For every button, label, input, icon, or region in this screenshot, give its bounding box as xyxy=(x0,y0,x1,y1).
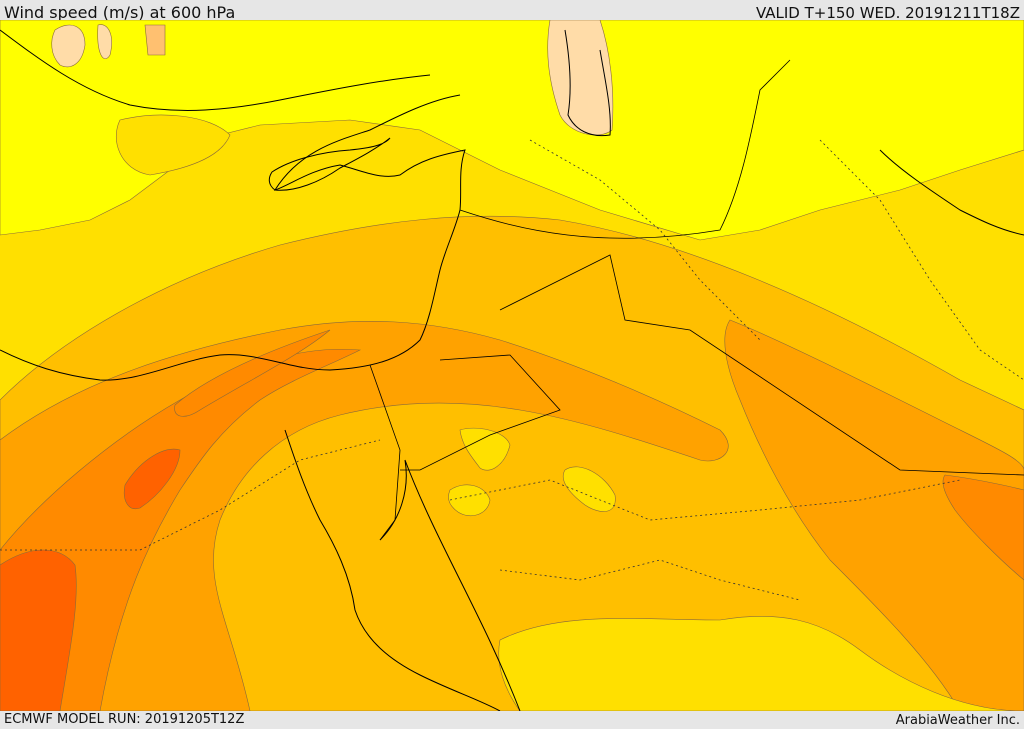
red-sea-east-coast xyxy=(379,459,521,711)
strongest-wind-core xyxy=(0,549,77,711)
caspian-outline xyxy=(564,29,611,137)
footer-bar: ECMWF MODEL RUN: 20191205T12Z ArabiaWeat… xyxy=(0,711,1024,729)
map-title: Wind speed (m/s) at 600 hPa xyxy=(4,3,236,22)
calm-patch-west xyxy=(51,24,86,68)
light-wind-region-north xyxy=(0,20,1024,241)
valid-time: VALID T+150 WED. 20191211T18Z xyxy=(755,4,1020,22)
strongest-wind-core-3 xyxy=(174,329,331,417)
wind-speed-map xyxy=(0,20,1024,711)
dotted-border-2 xyxy=(529,139,761,341)
country-border-1 xyxy=(459,59,791,239)
mediterranean-coastline xyxy=(0,94,466,381)
dotted-border-5 xyxy=(819,139,1024,381)
country-border-3 xyxy=(400,354,561,471)
red-sea-coastline xyxy=(284,429,501,711)
country-border-2 xyxy=(499,254,1024,476)
persian-gulf-coast xyxy=(879,149,1024,236)
strong-wind-band-east xyxy=(724,319,1024,711)
strongest-wind-core-2 xyxy=(123,448,181,510)
credit-label: ArabiaWeather Inc. xyxy=(895,713,1020,728)
light-wind-island-2 xyxy=(448,484,491,516)
light-wind-island-3 xyxy=(459,427,511,471)
model-run: ECMWF MODEL RUN: 20191205T12Z xyxy=(4,712,245,727)
country-border-4 xyxy=(369,364,401,541)
calm-patch-tiny xyxy=(97,24,112,60)
black-sea-coast xyxy=(0,29,431,111)
calm-patch-small xyxy=(144,24,166,56)
light-wind-patch xyxy=(116,114,231,176)
cyprus-outline xyxy=(268,137,391,191)
stronger-wind-band xyxy=(0,349,362,711)
dotted-border-1 xyxy=(0,439,381,551)
stronger-wind-band-se xyxy=(942,474,1024,581)
header-bar: Wind speed (m/s) at 600 hPa VALID T+150 … xyxy=(0,0,1024,22)
light-wind-island-1 xyxy=(562,466,616,512)
